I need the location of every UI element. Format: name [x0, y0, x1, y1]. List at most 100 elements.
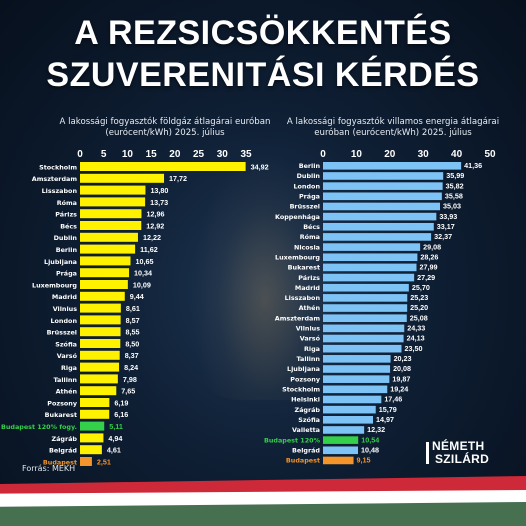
brand-logo-line-1: NÉMETH [432, 439, 485, 453]
gas-value-label-luxembourg: 10,09 [133, 280, 151, 289]
gas-category-label-varso: Varsó [57, 352, 78, 360]
electricity-value-label-ljubljana: 20,08 [393, 364, 411, 373]
electricity-value-label-riga: 23,50 [404, 344, 422, 353]
electricity-x-tick-0: 0 [320, 149, 326, 160]
electricity-bar-nicosia [323, 243, 421, 251]
electricity-category-label-szofia: Szófia [298, 416, 320, 424]
gas-category-label-lisszabon: Lisszabon [42, 187, 78, 195]
gas-x-tick-6: 30 [217, 149, 229, 160]
gas-category-label-amszterdam: Amszterdam [32, 175, 78, 183]
electricity-bar-belgrad [323, 446, 359, 455]
gas-bar-praga [80, 268, 130, 278]
gas-bar-ljubljana [80, 256, 131, 266]
electricity-value-label-parizs: 27,29 [417, 273, 435, 282]
gas-bar-london [80, 315, 121, 325]
electricity-x-tick-3: 30 [418, 149, 430, 160]
gas-category-label-brusszel: Brüsszel [47, 329, 77, 337]
electricity-category-label-bukarest: Bukarest [288, 264, 320, 272]
electricity-value-label-koppenhaga: 33,93 [439, 212, 457, 221]
gas-category-label-pozsony: Pozsony [47, 399, 78, 407]
electricity-value-label-valletta: 12,32 [367, 425, 385, 434]
electricity-value-label-helsinki: 17,46 [384, 395, 402, 404]
gas-bar-pozsony [80, 398, 110, 407]
electricity-category-label-dublin: Dublin [297, 172, 321, 180]
gas-category-label-luxembourg: Luxembourg [32, 281, 77, 289]
electricity-x-tick-2: 20 [384, 149, 396, 160]
electricity-bar-bukarest [323, 263, 417, 272]
electricity-category-label-tallinn: Tallinn [296, 355, 320, 363]
gas-bar-roma [80, 197, 146, 207]
gas-bar-zagrab [80, 433, 104, 443]
gas-value-label-berlin: 11,62 [140, 245, 158, 254]
electricity-value-label-nicosia: 29,08 [423, 242, 441, 251]
electricity-bar-szofia [323, 416, 373, 424]
electricity-category-label-amszterdam: Amszterdam [275, 314, 321, 322]
gas-category-label-budapest-120-fogy: Budapest 120% fogy. [1, 423, 77, 431]
gas-value-label-bukarest: 6,16 [114, 410, 128, 419]
gas-value-label-szofia: 8,50 [125, 339, 139, 348]
gas-x-tick-7: 35 [240, 149, 252, 160]
gas-category-label-dublin: Dublin [54, 234, 78, 242]
gas-category-label-bukarest: Bukarest [45, 411, 77, 419]
electricity-bar-becs [323, 222, 434, 231]
electricity-category-label-budapest: Budapest [286, 457, 320, 465]
gas-category-label-budapest: Budapest [43, 458, 77, 466]
gas-category-label-szofia: Szófia [55, 340, 77, 348]
electricity-bar-ljubljana [323, 365, 391, 373]
gas-value-label-budapest: 2,51 [97, 457, 111, 466]
gas-x-tick-5: 25 [193, 149, 205, 160]
electricity-category-label-brusszel: Brüsszel [290, 203, 320, 211]
gas-category-label-roma: Róma [57, 199, 77, 207]
electricity-value-label-roma: 32,37 [434, 232, 452, 241]
gas-category-label-athen: Athén [56, 388, 78, 396]
gas-value-label-amszterdam: 17,72 [169, 174, 187, 183]
electricity-chart-title: A lakossági fogyasztók villamos energia … [286, 117, 500, 138]
gas-bar-varso [80, 350, 120, 360]
gas-bar-budapest [80, 457, 92, 466]
electricity-category-label-stockholm: Stockholm [282, 386, 320, 394]
electricity-category-label-london: London [293, 182, 320, 190]
electricity-bar-pozsony [323, 375, 390, 383]
electricity-value-label-belgrad: 10,48 [361, 445, 379, 454]
electricity-category-label-belgrad: Belgrád [292, 446, 320, 454]
electricity-value-label-budapest: 9,15 [357, 456, 371, 465]
gas-bar-riga [80, 362, 120, 372]
gas-bar-vilnius [80, 303, 121, 313]
electricity-value-label-luxembourg: 28,26 [420, 252, 438, 261]
electricity-value-label-dublin: 35,99 [446, 171, 464, 180]
electricity-bar-tallinn [323, 355, 391, 363]
electricity-x-tick-1: 10 [351, 149, 363, 160]
electricity-category-label-becs: Bécs [303, 223, 320, 231]
electricity-category-label-valletta: Valletta [292, 426, 320, 434]
electricity-category-label-vilnius: Vilnius [296, 325, 321, 333]
electricity-bar-amszterdam [323, 314, 407, 322]
gas-value-label-varso: 8,37 [125, 351, 139, 360]
gas-value-label-london: 8,57 [126, 316, 140, 325]
light-bulb-background [190, 150, 340, 400]
electricity-category-label-zagrab: Zágráb [294, 406, 320, 414]
gas-category-label-parizs: Párizs [55, 211, 77, 219]
electricity-value-label-vilnius: 24,33 [407, 324, 425, 333]
electricity-category-label-athen: Athén [299, 304, 321, 312]
electricity-value-label-lisszabon: 25,23 [410, 293, 428, 302]
brand-logo-bar [426, 442, 429, 464]
gas-bar-parizs [80, 209, 142, 219]
gas-value-label-riga: 8,24 [124, 363, 138, 372]
electricity-category-label-budapest-120: Budapest 120% [264, 436, 321, 444]
electricity-category-label-roma: Róma [300, 233, 320, 241]
headline-line-2: SZUVERENITÁSI KÉRDÉS [46, 56, 480, 94]
gas-value-label-parizs: 12,96 [146, 210, 164, 219]
gas-value-label-roma: 13,73 [150, 198, 168, 207]
electricity-value-label-becs: 33,17 [437, 222, 455, 231]
gas-value-label-ljubljana: 10,65 [136, 257, 154, 266]
gas-category-label-ljubljana: Ljubljana [44, 258, 77, 266]
source-note: Forrás: MEKH [22, 464, 76, 473]
electricity-bar-madrid [323, 283, 409, 292]
gas-category-label-zagrab: Zágráb [51, 435, 77, 443]
gas-category-label-belgrad: Belgrád [49, 447, 77, 455]
electricity-value-label-tallinn: 20,23 [394, 354, 412, 363]
gas-value-label-tallinn: 7,98 [123, 375, 137, 384]
gas-category-label-vilnius: Vilnius [53, 305, 78, 313]
electricity-category-label-helsinki: Helsinki [291, 396, 320, 404]
electricity-bar-luxembourg [323, 253, 418, 262]
